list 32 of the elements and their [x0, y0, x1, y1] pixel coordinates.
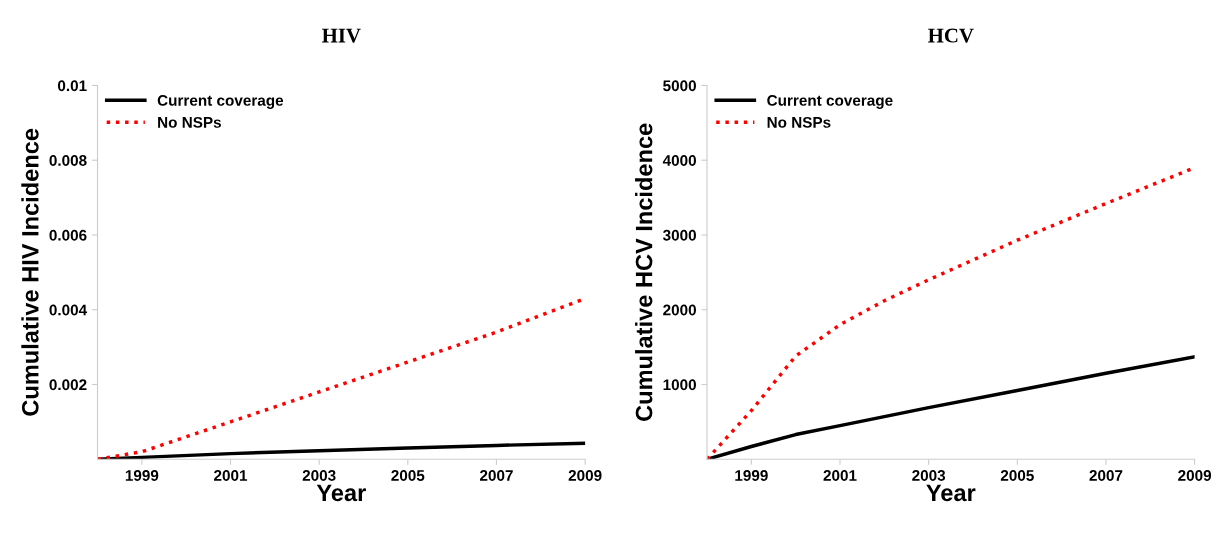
chart-title: HIV [322, 28, 361, 43]
legend-label: No NSPs [158, 116, 221, 128]
legend-label: No NSPs [767, 116, 831, 128]
x-tick-label: 2009 [568, 470, 602, 481]
y-tick-label: 0.008 [49, 155, 87, 166]
x-tick-label: 2005 [1000, 470, 1034, 481]
legend-label: Current coverage [767, 95, 893, 109]
y-axis-title: Cumulative HIV Incidence [21, 128, 39, 416]
y-axis-title: Cumulative HCV Incidence [635, 123, 653, 421]
x-tick-label: 2001 [823, 470, 857, 481]
x-tick-label: 1999 [125, 470, 159, 481]
y-tick-label: 0.002 [49, 379, 87, 391]
x-tick-label: 2001 [214, 470, 248, 481]
y-tick-label: 0.004 [49, 304, 88, 316]
x-tick-label: 2003 [302, 470, 336, 481]
y-tick-label: 0.006 [49, 229, 87, 241]
legend-label: Current coverage [157, 95, 284, 109]
y-tick-label: 5000 [663, 80, 696, 92]
x-axis-title: Year [316, 484, 366, 502]
x-tick-label: 2007 [1089, 470, 1123, 481]
chart-title: HCV [928, 28, 974, 43]
y-tick-label: 3000 [662, 229, 696, 241]
y-tick-label: 0.01 [57, 80, 87, 92]
x-tick-label: 1999 [735, 470, 768, 481]
x-tick-label: 2003 [912, 470, 946, 481]
x-tick-label: 2009 [1178, 470, 1212, 481]
x-axis-title: Year [926, 484, 976, 502]
x-tick-label: 2007 [480, 470, 513, 481]
y-tick-label: 1000 [663, 379, 696, 391]
y-tick-label: 4000 [662, 155, 696, 166]
x-tick-label: 2005 [391, 470, 425, 481]
y-tick-label: 2000 [663, 304, 696, 316]
